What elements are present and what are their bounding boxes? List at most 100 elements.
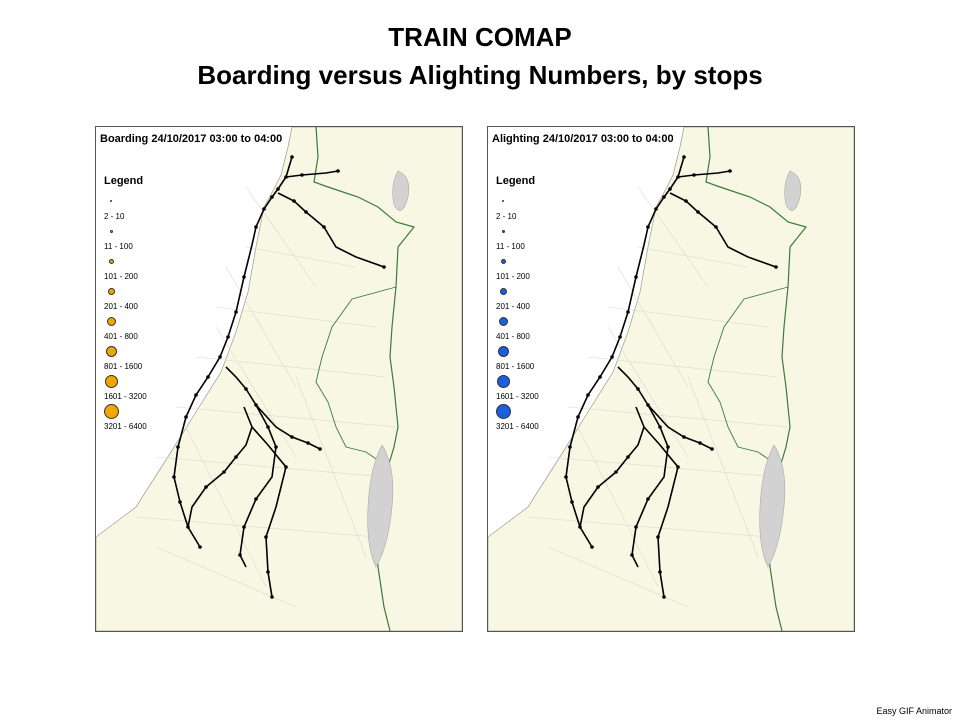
station-dot xyxy=(274,445,278,449)
legend-item: 1601 - 3200 xyxy=(104,373,174,403)
rail-line xyxy=(677,170,731,178)
legend-label: 201 - 400 xyxy=(496,302,530,311)
station-dot xyxy=(172,475,176,479)
station-dot xyxy=(576,415,580,419)
station-dot xyxy=(300,173,304,177)
legend-item: 2 - 10 xyxy=(104,193,174,223)
station-dot xyxy=(194,393,198,397)
road xyxy=(637,186,709,288)
road xyxy=(245,186,317,288)
legend-label: 401 - 800 xyxy=(104,332,138,341)
legend-size-circle xyxy=(108,258,114,264)
station-dot xyxy=(244,387,248,391)
legend-label: 11 - 100 xyxy=(496,242,525,251)
road xyxy=(245,246,357,268)
legend-item: 101 - 200 xyxy=(496,253,566,283)
legend-label: 101 - 200 xyxy=(104,272,138,281)
legend-label: 1601 - 3200 xyxy=(104,392,147,401)
legend-size-circle xyxy=(498,316,508,326)
station-dot xyxy=(658,570,662,574)
dead-sea xyxy=(367,444,394,568)
station-dot xyxy=(284,175,288,179)
legend-label: 201 - 400 xyxy=(104,302,138,311)
boarding-map xyxy=(96,127,462,631)
station-dot xyxy=(662,195,666,199)
station-dot xyxy=(626,310,630,314)
station-dot xyxy=(276,187,280,191)
boarding-legend: Legend 2 - 10 11 - 100 101 - 200 201 - 400 4… xyxy=(103,175,174,433)
legend-item: 401 - 800 xyxy=(104,313,174,343)
legend-size-circle xyxy=(105,345,117,357)
station-dot xyxy=(234,455,238,459)
station-dot xyxy=(714,225,718,229)
station-dot xyxy=(306,441,310,445)
station-dot xyxy=(646,497,650,501)
station-dot xyxy=(684,199,688,203)
station-dot xyxy=(586,393,590,397)
legend-size-circle xyxy=(502,200,505,203)
station-dot xyxy=(658,425,662,429)
station-dot xyxy=(692,173,696,177)
legend-size-circle xyxy=(495,403,511,419)
station-dot xyxy=(636,387,640,391)
station-dot xyxy=(570,500,574,504)
station-dot xyxy=(568,445,572,449)
station-dot xyxy=(336,169,340,173)
station-dot xyxy=(634,525,638,529)
station-dot xyxy=(204,485,208,489)
station-dot xyxy=(254,403,258,407)
legend-label: 11 - 100 xyxy=(104,242,133,251)
boarding-map-panel: Boarding 24/10/2017 03:00 to 04:00 Legen… xyxy=(95,126,463,632)
legend-size-circle xyxy=(107,287,115,295)
legend-label: 801 - 1600 xyxy=(496,362,535,371)
station-dot xyxy=(218,355,222,359)
station-dot xyxy=(266,425,270,429)
road xyxy=(617,266,689,388)
station-dot xyxy=(242,525,246,529)
legend-size-circle xyxy=(497,345,509,357)
legend-size-circle xyxy=(104,374,118,388)
road xyxy=(587,356,779,378)
station-dot xyxy=(262,207,266,211)
station-dot xyxy=(656,535,660,539)
station-dot xyxy=(176,445,180,449)
legend-size-circle xyxy=(109,229,113,233)
station-dot xyxy=(184,415,188,419)
station-dot xyxy=(676,465,680,469)
legend-heading: Legend xyxy=(104,175,144,187)
station-dot xyxy=(662,595,666,599)
station-dot xyxy=(264,535,268,539)
station-dot xyxy=(186,525,190,529)
station-dot xyxy=(318,447,322,451)
legend-item: 801 - 1600 xyxy=(104,343,174,373)
road xyxy=(215,326,297,458)
alighting-map-panel: Alighting 24/10/2017 03:00 to 04:00 Lege… xyxy=(487,126,855,632)
station-dot xyxy=(696,210,700,214)
station-dot xyxy=(634,275,638,279)
road-network xyxy=(527,186,789,608)
legend-size-circle xyxy=(103,403,119,419)
station-dot xyxy=(254,225,258,229)
road xyxy=(135,516,377,538)
legend-label: 2 - 10 xyxy=(104,212,125,221)
legend-heading: Legend xyxy=(496,175,536,187)
legend-size-circle xyxy=(499,287,507,295)
station-dot xyxy=(614,470,618,474)
legend-item: 801 - 1600 xyxy=(496,343,566,373)
road xyxy=(527,516,769,538)
road xyxy=(637,246,749,268)
station-dot xyxy=(596,485,600,489)
rail-line xyxy=(187,406,253,528)
station-dot xyxy=(710,447,714,451)
road xyxy=(607,306,769,328)
legend-item: 101 - 200 xyxy=(104,253,174,283)
station-dot xyxy=(564,475,568,479)
legend-size-circle xyxy=(110,200,113,203)
sea-of-galilee xyxy=(392,170,410,211)
legend-label: 3201 - 6400 xyxy=(496,422,539,431)
station-dot xyxy=(728,169,732,173)
legend-item: 3201 - 6400 xyxy=(495,403,566,433)
boarding-map-title: Boarding 24/10/2017 03:00 to 04:00 xyxy=(100,133,283,145)
station-dot xyxy=(382,265,386,269)
station-dot xyxy=(626,455,630,459)
